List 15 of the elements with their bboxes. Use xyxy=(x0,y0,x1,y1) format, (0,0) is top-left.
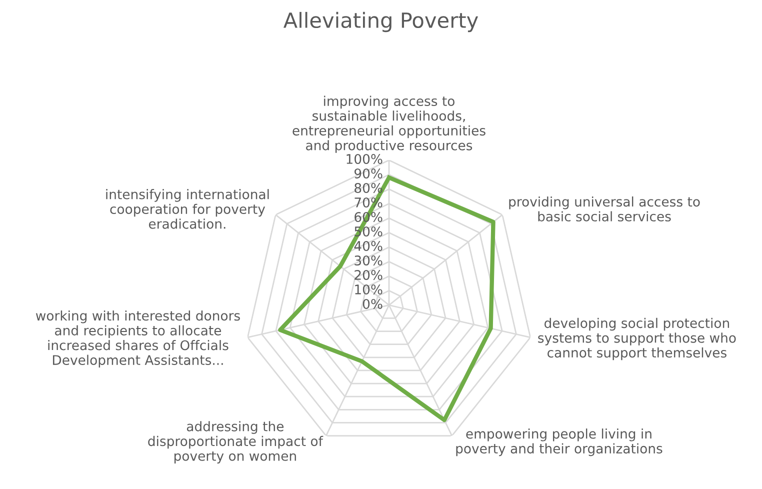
y-tick-label: 10% xyxy=(355,284,382,294)
spoke-label: developing social protection systems to support those who cannot support themselves xyxy=(538,318,736,360)
spoke-label: intensifying international cooperation for poverty eradication. xyxy=(106,189,269,229)
chart-title: Alleviating Poverty xyxy=(284,12,478,32)
spoke-label: empowering people living in poverty and their organizations xyxy=(456,428,662,456)
spoke-label: improving access to sustainable livelihoods, entrepreneurial opportunities and productive resources xyxy=(292,96,486,153)
y-tick-label: 100% xyxy=(346,154,382,164)
y-tick-label: 40% xyxy=(354,240,382,251)
y-tick-label: 90% xyxy=(354,168,382,178)
spoke-label: working with interested donors and recipients to allocate increased shares of Offcials Development Assistants... xyxy=(36,310,240,368)
y-tick-label: 30% xyxy=(354,255,382,266)
y-tick-label: 0% xyxy=(362,298,382,309)
spoke-label: addressing the disproportionate impact of poverty on women xyxy=(148,421,324,464)
spoke-label: providing universal access to basic social services xyxy=(509,196,700,222)
y-tick-label: 20% xyxy=(354,270,382,280)
